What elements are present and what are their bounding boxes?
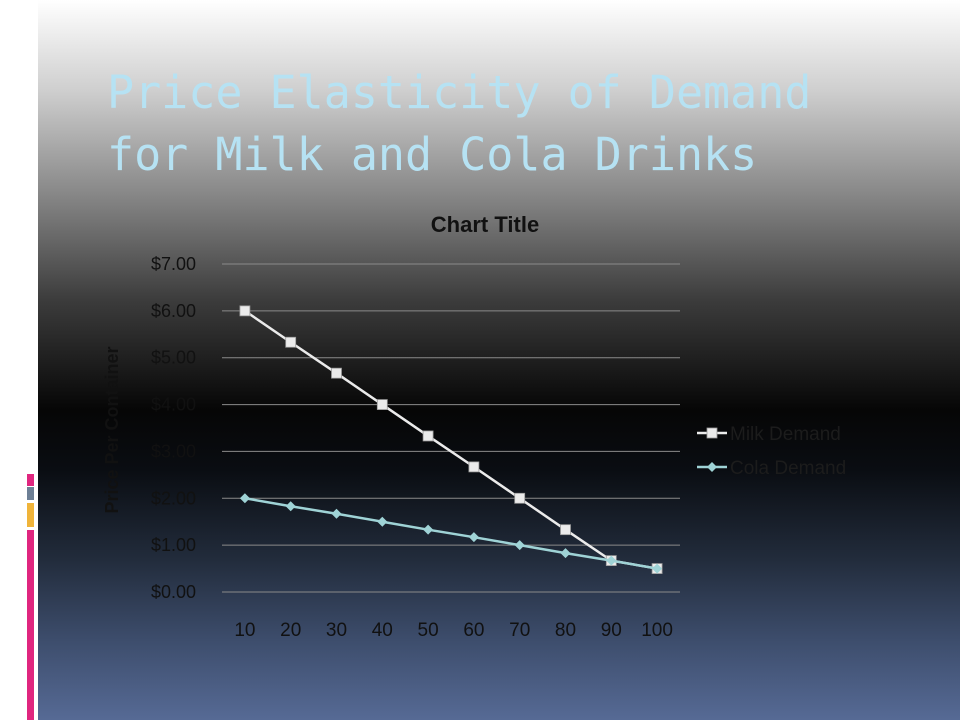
data-point: [560, 548, 571, 559]
x-tick-label: 40: [372, 620, 393, 641]
x-tick-label: 90: [601, 620, 622, 641]
slide-title-line-2: for Milk and Cola Drinks: [107, 128, 758, 181]
data-point: [423, 524, 434, 535]
legend-label: Milk Demand: [730, 424, 841, 445]
data-point: [422, 430, 434, 442]
x-tick-label: 80: [555, 620, 576, 641]
accent-bar-pink-top: [27, 474, 34, 486]
y-tick-label: $6.00: [151, 301, 196, 321]
chart-series: [239, 305, 663, 574]
legend-item: Milk Demand: [697, 424, 841, 445]
legend-label: Cola Demand: [730, 458, 846, 479]
data-point: [377, 516, 388, 527]
y-tick-label: $2.00: [151, 488, 196, 508]
data-point: [239, 305, 251, 317]
data-point: [285, 336, 297, 348]
accent-bar-gray: [27, 487, 34, 500]
x-tick-label: 10: [234, 620, 255, 641]
data-point: [331, 367, 342, 379]
x-tick-label: 50: [418, 620, 439, 641]
y-tick-label: $0.00: [151, 582, 196, 602]
chart-legend: Milk Demand Cola Demand: [697, 424, 846, 479]
x-tick-label: 60: [463, 620, 484, 641]
x-tick-label: 100: [641, 620, 673, 641]
y-axis-label: Price Per Container: [102, 346, 122, 513]
y-tick-label: $5.00: [151, 348, 196, 368]
accent-bar-pink-long: [27, 530, 34, 720]
x-tick-label: 70: [509, 620, 530, 641]
data-point: [514, 492, 526, 504]
legend-marker: [706, 427, 718, 439]
data-point: [652, 563, 663, 574]
y-tick-label: $1.00: [151, 535, 196, 555]
x-tick-label: 20: [280, 620, 301, 641]
data-point: [514, 540, 525, 551]
series-cola-demand: [239, 493, 663, 574]
x-tick-label: 30: [326, 620, 347, 641]
data-point: [468, 532, 479, 543]
slide-title-line-1: Price Elasticity of Demand: [107, 66, 812, 119]
slide-accent-bars: [0, 0, 38, 720]
series-line: [244, 309, 658, 570]
series-line: [244, 497, 658, 570]
data-point: [285, 501, 296, 512]
data-point: [606, 555, 617, 566]
legend-item: Cola Demand: [697, 458, 846, 479]
y-tick-label: $3.00: [151, 441, 196, 461]
y-tick-label: $4.00: [151, 395, 196, 415]
chart-title: Chart Title: [430, 212, 540, 237]
slide-title: Price Elasticity of Demand for Milk and …: [107, 62, 927, 186]
x-axis-ticks: 10 20 30 40 50 60 70 80 90 100: [234, 620, 673, 641]
y-tick-label: $7.00: [151, 254, 196, 274]
legend-marker: [707, 462, 717, 472]
chart-grid: [222, 263, 680, 593]
data-point: [376, 399, 388, 410]
y-axis-ticks: $0.00 $1.00 $2.00 $3.00 $4.00 $5.00 $6.00 $7.00: [151, 254, 196, 602]
data-point: [331, 508, 342, 519]
data-point: [239, 493, 250, 504]
data-point: [560, 524, 571, 536]
slide-background: [38, 0, 960, 720]
accent-bar-orange: [27, 503, 34, 527]
data-point: [468, 461, 480, 473]
